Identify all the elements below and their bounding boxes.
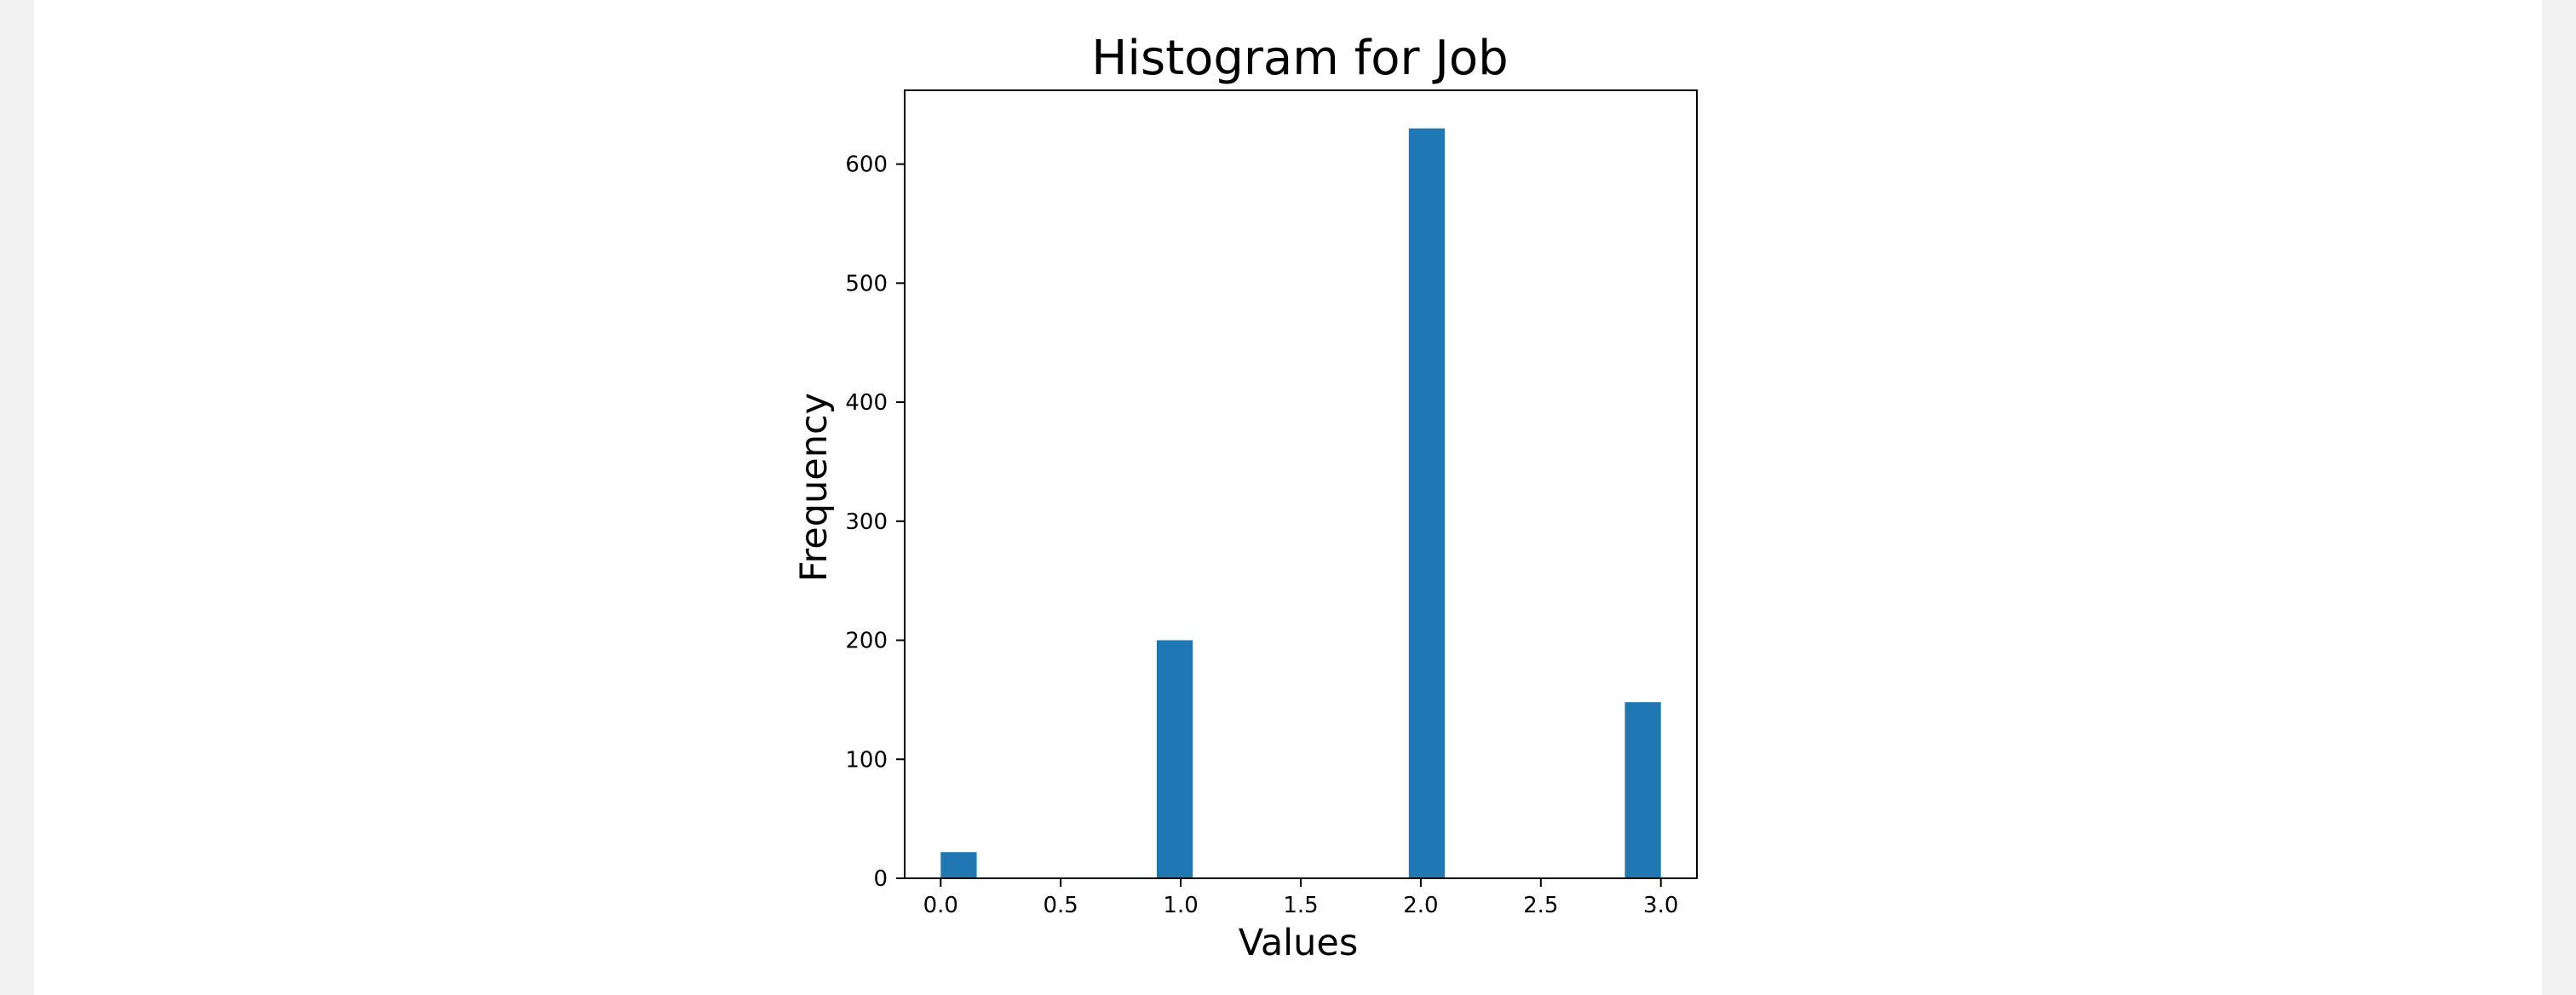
axes-frame <box>904 89 1698 879</box>
histogram-bar-2 <box>1408 128 1446 878</box>
x-tick-label: 0.5 <box>1044 893 1078 918</box>
y-axis-label: Frequency <box>793 393 836 582</box>
histogram-bar-1 <box>1156 640 1193 878</box>
y-tick-label: 100 <box>845 747 888 773</box>
histogram-bar-3 <box>1624 702 1661 878</box>
y-tick-label: 0 <box>873 866 888 892</box>
histogram-bar-0 <box>940 852 977 878</box>
x-tick-label: 1.5 <box>1283 893 1318 918</box>
x-tick-label: 3.0 <box>1643 893 1678 918</box>
y-tick-label: 200 <box>845 629 888 654</box>
chart-title: Histogram for Job <box>1091 31 1508 86</box>
x-axis-label: Values <box>1239 922 1359 964</box>
x-tick-label: 0.0 <box>923 893 958 918</box>
y-tick-label: 500 <box>845 271 888 296</box>
x-axis: 0.0 0.5 1.0 1.5 2.0 2.5 3.0 <box>923 878 1678 918</box>
x-tick-label: 2.0 <box>1403 893 1438 918</box>
x-tick-label: 1.0 <box>1163 893 1198 918</box>
y-tick-label: 400 <box>845 390 888 416</box>
y-axis: 0 100 200 300 400 500 600 <box>845 152 905 892</box>
plot-area <box>940 128 1661 878</box>
y-tick-label: 600 <box>845 152 888 178</box>
x-tick-label: 2.5 <box>1523 893 1558 918</box>
page-background <box>34 0 2542 995</box>
y-tick-label: 300 <box>845 509 888 535</box>
